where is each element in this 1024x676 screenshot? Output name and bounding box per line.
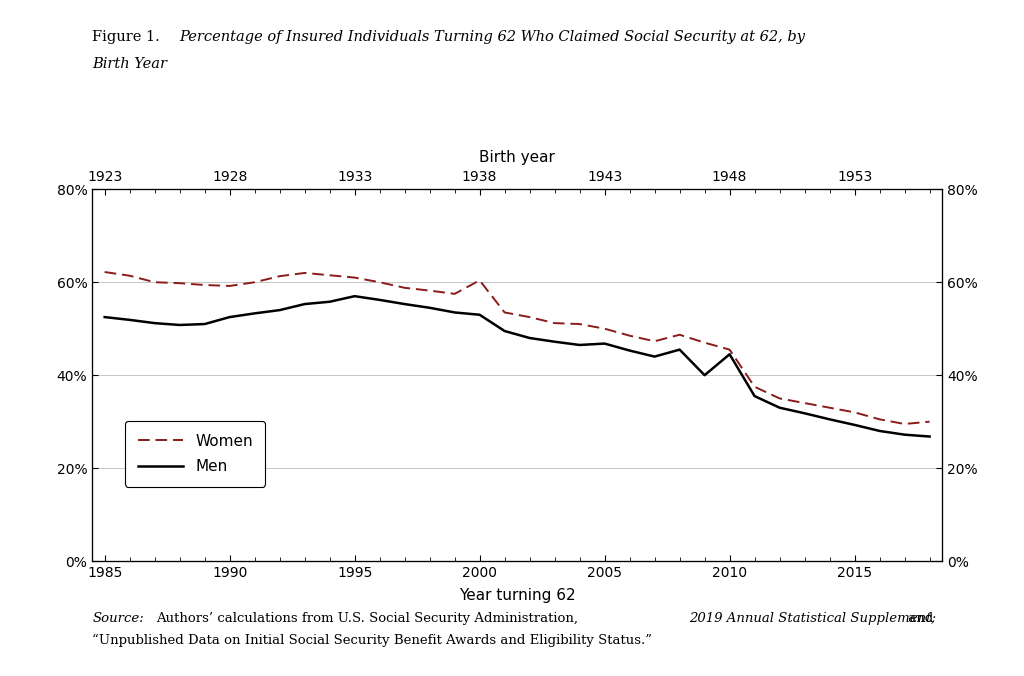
Text: Percentage of Insured Individuals Turning 62 Who Claimed Social Security at 62, : Percentage of Insured Individuals Turnin…: [179, 30, 805, 45]
Text: and: and: [904, 612, 934, 625]
Text: Authors’ calculations from U.S. Social Security Administration,: Authors’ calculations from U.S. Social S…: [156, 612, 582, 625]
X-axis label: Year turning 62: Year turning 62: [459, 588, 575, 603]
Text: 2019 Annual Statistical Supplement;: 2019 Annual Statistical Supplement;: [689, 612, 936, 625]
Text: “Unpublished Data on Initial Social Security Benefit Awards and Eligibility Stat: “Unpublished Data on Initial Social Secu…: [92, 634, 652, 648]
Text: Figure 1.: Figure 1.: [92, 30, 165, 45]
Text: Source:: Source:: [92, 612, 144, 625]
X-axis label: Birth year: Birth year: [479, 150, 555, 165]
Text: Birth Year: Birth Year: [92, 57, 167, 72]
Legend: Women, Men: Women, Men: [125, 421, 265, 487]
